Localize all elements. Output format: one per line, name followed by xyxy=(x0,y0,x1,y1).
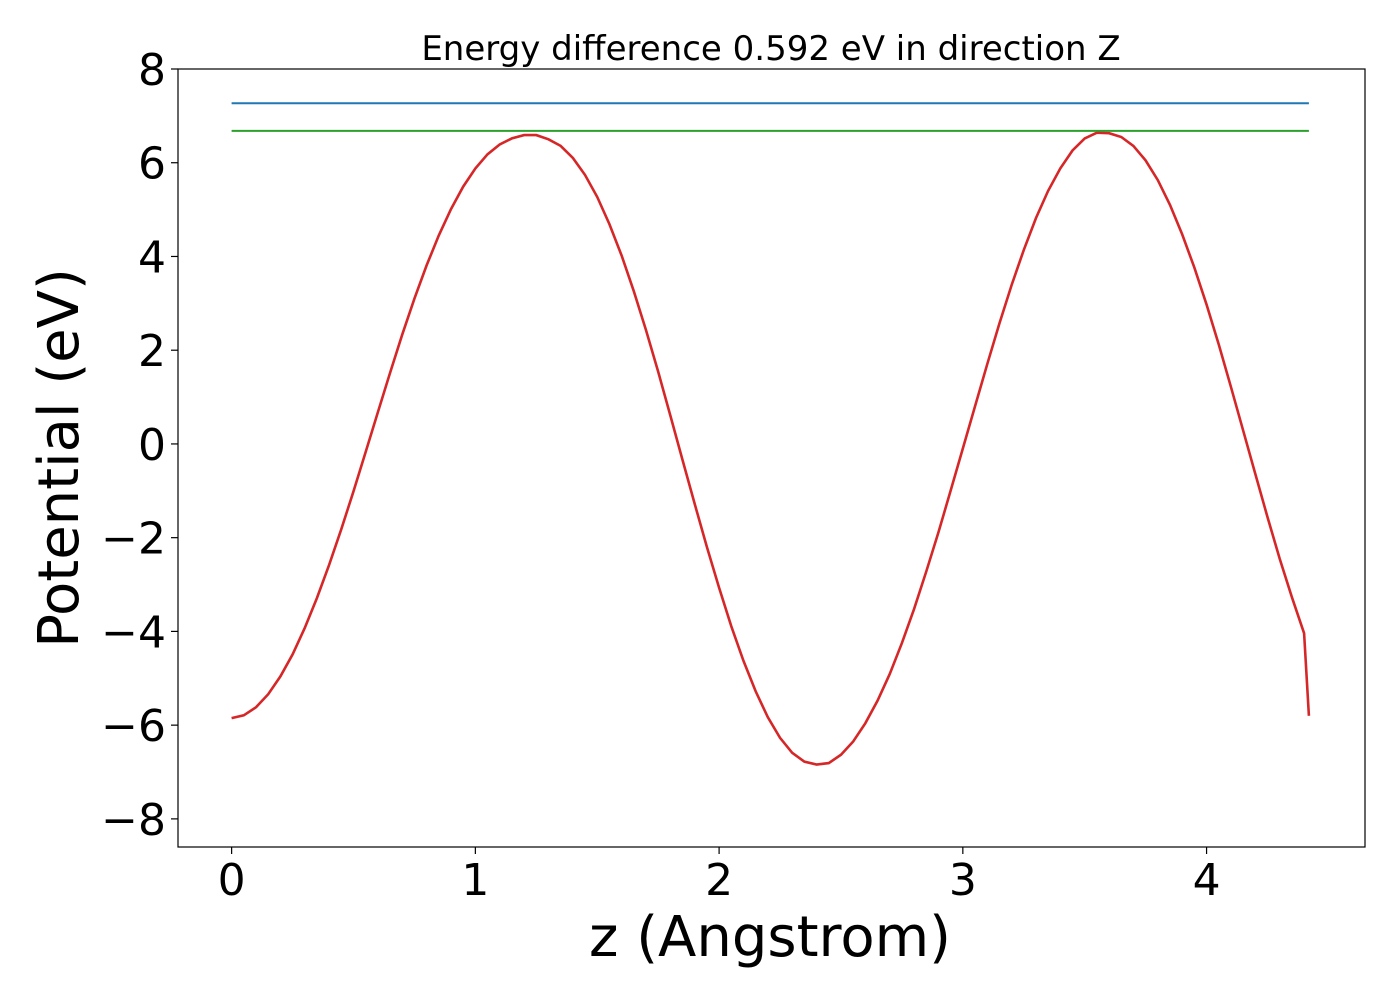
x-tick-label: 3 xyxy=(949,855,977,906)
y-tick-label: −2 xyxy=(101,514,166,565)
x-tick-label: 4 xyxy=(1193,855,1221,906)
y-tick-label: 0 xyxy=(138,420,166,471)
y-axis-title: Potential (eV) xyxy=(27,268,92,648)
chart-title: Energy difference 0.592 eV in direction … xyxy=(421,29,1120,69)
series-line-0 xyxy=(231,131,1311,766)
y-tick-label: −8 xyxy=(101,795,166,846)
y-tick-label: 2 xyxy=(138,326,166,377)
y-tick-label: −4 xyxy=(101,607,166,658)
x-tick-label: 2 xyxy=(705,855,733,906)
plot-frame xyxy=(177,68,1366,848)
x-axis: 0 1 2 3 4 xyxy=(218,847,1221,906)
plot-area xyxy=(231,102,1311,766)
x-tick-label: 0 xyxy=(218,855,246,906)
y-axis: −8 −6 −4 −2 0 2 4 6 8 xyxy=(101,45,178,846)
x-tick-label: 1 xyxy=(461,855,489,906)
x-axis-title: z (Angstrom) xyxy=(589,905,951,970)
y-tick-label: 4 xyxy=(138,232,166,283)
y-tick-label: 6 xyxy=(138,139,166,190)
y-tick-label: 8 xyxy=(138,45,166,96)
y-tick-label: −6 xyxy=(101,701,166,752)
